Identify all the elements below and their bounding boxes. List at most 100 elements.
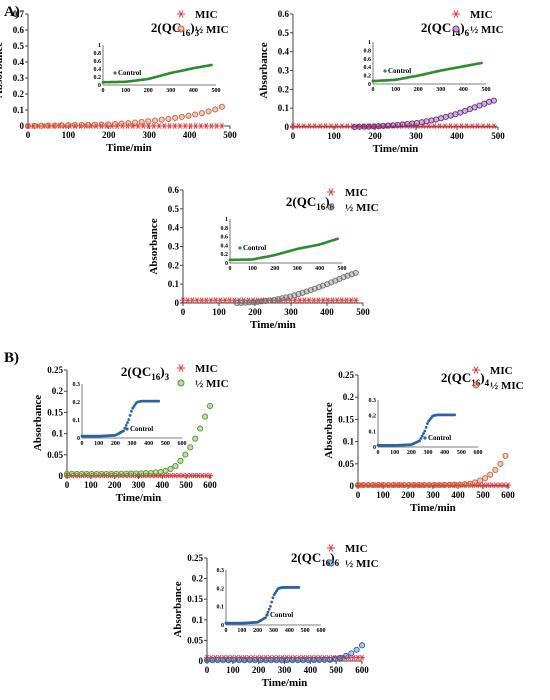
inset-y-tick-label: 0.3 [217,568,225,574]
legend-half-mic-marker [177,379,185,387]
legend-mic-label: MIC [470,9,493,21]
x-tick-label: 100 [84,480,98,490]
half-mic-point [326,656,333,663]
control-point [453,413,457,417]
half-mic-point [405,482,412,489]
mic-point [146,123,151,129]
y-tick-label: 0.1 [168,279,180,289]
control-legend-label: Control [243,244,266,252]
half-mic-point [375,482,382,489]
title-part: 6 [330,202,335,212]
mic-point [223,297,227,304]
half-mic-point [305,657,312,664]
y-tick-label: 0.3 [13,73,25,83]
y-tick-label: 0.5 [13,41,25,51]
mic-point [161,472,166,479]
inset-x-tick-label: 600 [317,628,326,634]
inset-x-tick-label: 300 [128,441,137,447]
inset-y-tick-label: 0.6 [221,235,229,241]
inset-x-tick-label: 300 [424,450,433,456]
y-tick-label: 0.2 [168,260,180,270]
half-mic-point [273,657,280,664]
inset-x-tick-label: 400 [285,628,294,634]
x-tick-label: 400 [451,490,465,500]
half-mic-point [105,121,112,128]
mic-point [461,482,466,488]
y-tick-label: 0.15 [47,407,63,417]
half-mic-point [482,475,489,482]
half-mic-point [172,463,179,470]
half-mic-point [332,655,339,662]
control-point [127,418,131,422]
title-part: 2(QC [441,370,471,385]
mic-point [181,297,185,304]
mic-point [475,123,480,129]
half-mic-point [78,470,85,477]
half-mic-point [152,469,159,476]
half-mic-point [91,121,98,128]
inset-x-tick-label: 200 [111,441,120,447]
chart-4: B)00.050.10.150.20.250 100 200 300 400 500 600… [4,350,229,504]
inset-y-tick-label: 0 [373,445,376,451]
mic-point [339,123,344,129]
mic-point [167,123,172,129]
inset-x-tick-label: 200 [407,450,416,456]
half-mic-point [262,657,269,664]
y-tick-label: 0.4 [168,223,180,233]
half-mic-point [187,444,194,451]
mic-point [485,482,490,488]
title-part: 6 [335,558,340,568]
control-point [129,409,133,413]
mic-point [177,472,182,479]
mic-point [213,654,218,661]
y-tick-label: 0.1 [52,429,64,439]
x-tick-label: 300 [132,480,146,490]
inset-y-tick-label: 0.8 [221,226,229,232]
y-tick-label: 0.2 [52,386,64,396]
control-legend-label: Control [118,69,141,77]
half-mic-point [108,470,115,477]
inset-y-tick-label: 0.4 [221,243,229,249]
mic-point [343,654,348,661]
mic-point [208,472,212,479]
x-axis-label: Time/min [116,492,162,504]
half-mic-point [415,482,423,489]
half-mic-point [192,111,199,118]
half-mic-point [492,466,499,473]
inset-y-tick-label: 0.3 [73,382,81,388]
inset-y-tick-label: 0.6 [94,59,102,65]
x-tick-label: 600 [203,480,217,490]
mic-point [178,123,182,129]
x-tick-label: 0 [65,480,70,490]
half-mic-point [316,656,323,664]
y-tick-label: 0.6 [168,185,180,195]
control-point [422,432,425,435]
mic-point [312,123,317,129]
legend: MIC ½ MIC [327,187,379,214]
half-mic-point [103,470,110,477]
mic-point [192,472,197,479]
title-part: ) [160,364,164,379]
mic-point [190,297,195,304]
mic-point [181,472,185,479]
control-point [271,596,275,600]
legend-mic-marker [178,10,184,18]
mic-point [345,123,350,129]
y-axis-label: Absorbance [172,581,184,637]
mic-point [57,123,62,129]
half-mic-point [71,122,78,129]
y-tick-label: 0.1 [278,103,290,113]
inset-y-tick-label: 0 [221,623,224,629]
mic-point [153,472,158,479]
mic-point [157,123,161,129]
mic-point [209,297,213,304]
x-tick-label: 400 [320,307,334,317]
legend: MIC ½ MIC [177,9,229,36]
half-mic-point [177,457,184,464]
half-mic-point [246,657,253,664]
mic-point [448,123,453,129]
x-tick-label: 0 [356,490,361,500]
control-point [157,399,161,403]
mic-point [157,472,162,479]
chart-5: 00.050.10.150.20.250 100 200 300 400 500 600Ti… [323,365,524,514]
